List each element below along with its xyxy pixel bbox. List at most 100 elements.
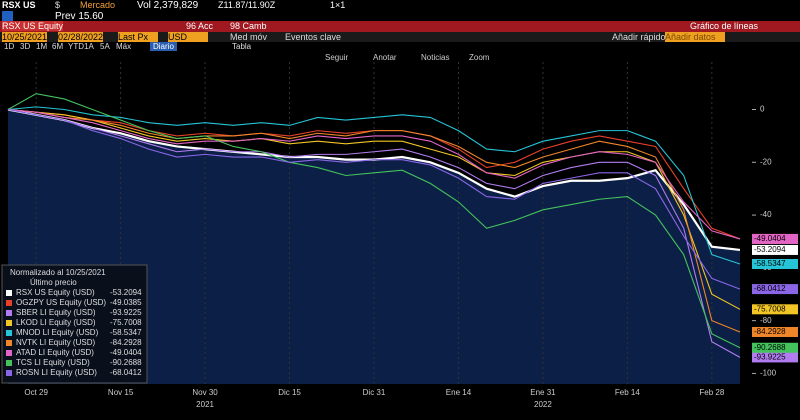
market: Mercado xyxy=(80,0,116,10)
legend-name: OGZPY US Equity (USD) xyxy=(16,298,106,307)
legend-swatch xyxy=(6,360,12,366)
legend-value: -68.0412 xyxy=(110,368,142,377)
last-value-label: -68.0412 xyxy=(754,284,786,293)
year-label: 2022 xyxy=(534,400,552,409)
x-tick-label: Oct 29 xyxy=(24,388,48,397)
y-tick-label: -80 xyxy=(760,316,772,325)
last-value-label: -58.5347 xyxy=(754,259,786,268)
y-tick-label: -40 xyxy=(760,210,772,219)
series-line xyxy=(7,106,741,265)
last-value-box xyxy=(752,342,798,353)
events[interactable]: Eventos clave xyxy=(285,32,342,42)
legend-name: MNOD LI Equity (USD) xyxy=(16,328,99,337)
x-tick-label: Dic 31 xyxy=(363,388,386,397)
legend-name: ATAD LI Equity (USD) xyxy=(16,348,94,357)
last-value-box xyxy=(752,259,798,270)
legend-swatch xyxy=(6,300,12,306)
tool[interactable]: Noticias xyxy=(421,53,450,62)
period[interactable]: 6M xyxy=(52,42,64,51)
legend-subtitle: Último precio xyxy=(30,278,77,287)
periods-bar: 1D 3D 1M 6M YTD 1A 5A Máx Diario Tabla xyxy=(0,42,800,51)
legend-swatch xyxy=(6,370,12,376)
legend-swatch xyxy=(6,320,12,326)
x-tick-label: Ene 31 xyxy=(530,388,556,397)
table[interactable]: Tabla xyxy=(232,42,252,51)
series-line xyxy=(7,108,741,290)
series-line xyxy=(7,93,741,349)
security-bar: RSX US Equity 96 Acc 98 Camb Gráfico de … xyxy=(0,21,800,32)
last-value-box xyxy=(752,304,798,315)
series-line xyxy=(7,108,741,358)
legend-swatch xyxy=(6,340,12,346)
security[interactable]: RSX US Equity xyxy=(2,21,64,31)
size: 1×1 xyxy=(330,0,346,10)
legend-name: RSX US Equity (USD) xyxy=(16,288,95,297)
ticker: RSX US xyxy=(2,0,36,10)
tools-bar: Seguir Anotar Noticias Zoom xyxy=(0,53,800,63)
quote: Z11.87/11.90Z xyxy=(218,0,276,10)
prev: Prev 15.60 xyxy=(55,11,104,22)
last-value-label: -49.0404 xyxy=(754,234,786,243)
prev-bar: Prev 15.60 xyxy=(0,11,800,22)
period[interactable]: 5A xyxy=(100,42,110,51)
tool[interactable]: Anotar xyxy=(373,53,397,62)
period[interactable]: 1A xyxy=(84,42,94,51)
last-value-label: -53.2094 xyxy=(754,245,786,254)
y-tick-label: -20 xyxy=(760,157,772,166)
view: Gráfico de líneas xyxy=(690,21,759,31)
period[interactable]: YTD xyxy=(68,42,84,51)
legend-value: -49.0385 xyxy=(110,298,142,307)
end-date[interactable]: 02/28/2022 xyxy=(58,32,104,42)
period[interactable]: 1M xyxy=(36,42,48,51)
actions[interactable]: 96 Acc xyxy=(186,21,214,31)
badge xyxy=(2,11,13,21)
legend-name: ROSN LI Equity (USD) xyxy=(16,368,97,377)
legend-name: LKOD LI Equity (USD) xyxy=(16,318,96,327)
last-value-box xyxy=(752,352,798,363)
series-line xyxy=(7,108,741,333)
last-value-box xyxy=(752,284,798,295)
last-value-box xyxy=(752,244,798,255)
x-tick-label: Nov 15 xyxy=(108,388,134,397)
last-value-label: -93.9225 xyxy=(754,353,786,362)
legend-name: TCS LI Equity (USD) xyxy=(16,358,90,367)
legend-value: -75.7008 xyxy=(110,318,142,327)
period[interactable]: 1D xyxy=(4,42,15,51)
series-line xyxy=(7,108,741,240)
legend-swatch xyxy=(6,290,12,296)
legend-name: SBER LI Equity (USD) xyxy=(16,308,96,317)
period[interactable]: 3D xyxy=(20,42,31,51)
x-tick-label: Dic 15 xyxy=(278,388,301,397)
last-value-box xyxy=(752,326,798,337)
last-value-label: -75.7008 xyxy=(754,304,786,313)
legend-value: -93.9225 xyxy=(110,308,142,317)
x-tick-label: Nov 30 xyxy=(192,388,218,397)
field[interactable]: Last Px xyxy=(118,32,158,42)
legend-value: -53.2094 xyxy=(110,288,142,297)
year-label: 2021 xyxy=(196,400,214,409)
legend-name: NVTK LI Equity (USD) xyxy=(16,338,95,347)
quick-add[interactable]: Añadir rápido xyxy=(612,32,666,42)
chart: Oct 29 Nov 15 Nov 30 Dic 15 Dic 31 Ene 14 Ene … xyxy=(0,62,798,409)
x-tick-label: Ene 14 xyxy=(446,388,472,397)
y-tick-label: -100 xyxy=(760,369,777,378)
series-line xyxy=(7,108,741,310)
last-value-label: -84.2928 xyxy=(754,327,786,336)
legend-value: -84.2928 xyxy=(110,338,142,347)
frequency[interactable]: Diario xyxy=(150,42,177,51)
x-tick-label: Feb 28 xyxy=(699,388,724,397)
moving-avg[interactable]: Med móv xyxy=(230,32,268,42)
tool[interactable]: Zoom xyxy=(469,53,490,62)
ccy[interactable]: USD xyxy=(168,32,208,42)
period[interactable]: Máx xyxy=(116,42,132,51)
add-data[interactable]: Añadir datos xyxy=(665,32,725,42)
change[interactable]: 98 Camb xyxy=(230,21,267,31)
legend-value: -58.5347 xyxy=(110,328,142,337)
last-value-label: -90.2688 xyxy=(754,343,786,352)
legend-value: -90.2688 xyxy=(110,358,142,367)
legend-value: -49.0404 xyxy=(110,348,142,357)
tool[interactable]: Seguir xyxy=(325,53,349,62)
start-date[interactable]: 10/25/2021 xyxy=(2,32,48,42)
